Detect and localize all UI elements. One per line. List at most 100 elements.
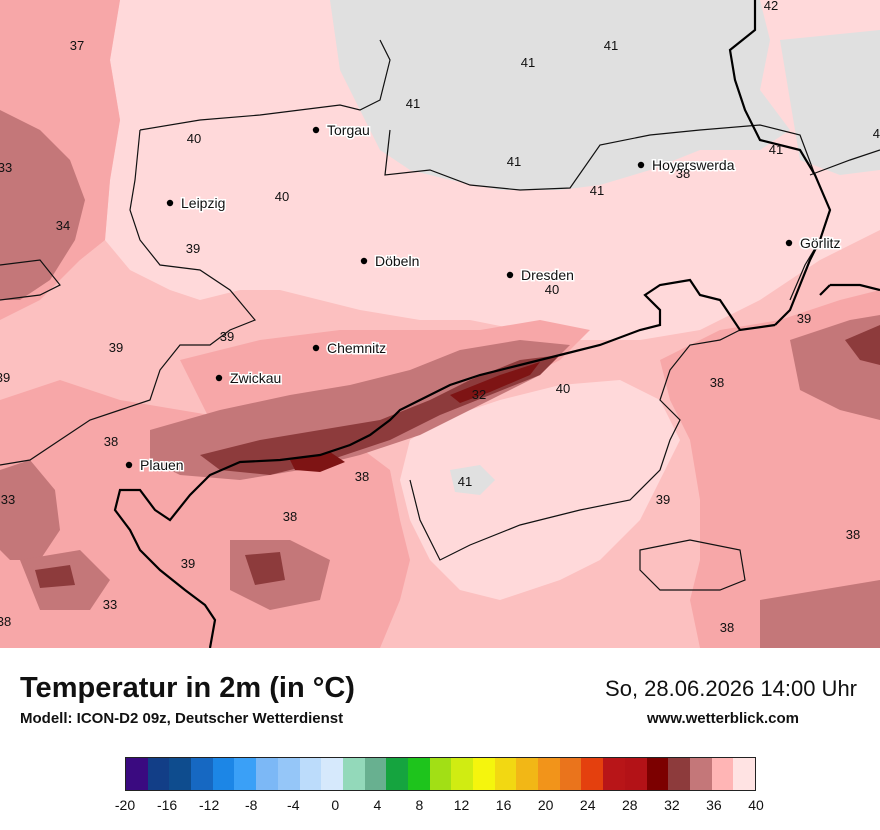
temperature-value: 41: [458, 474, 472, 489]
temperature-value: 42: [764, 0, 778, 13]
temperature-value: 38: [676, 166, 690, 181]
zone-34-south: [245, 552, 285, 585]
legend-tick-label: 36: [706, 797, 722, 813]
legend-swatch: [494, 758, 517, 790]
footer: Temperatur in 2m (in °C) Modell: ICON-D2…: [0, 648, 880, 830]
city-dot: [215, 374, 223, 382]
legend-tick-label: -4: [287, 797, 300, 813]
legend-tick-label: 20: [537, 797, 554, 813]
temperature-value: 40: [556, 381, 570, 396]
legend-swatch: [473, 758, 495, 790]
legend-swatch: [689, 758, 712, 790]
forecast-datetime: So, 28.06.2026 14:00 Uhr: [605, 676, 857, 701]
legend-swatch: [559, 758, 582, 790]
temperature-value: 38: [846, 527, 860, 542]
city-dot: [312, 344, 320, 352]
legend-swatch: [364, 758, 387, 790]
city-dot: [360, 257, 368, 265]
city-dot: [312, 126, 320, 134]
legend-swatch: [538, 758, 560, 790]
zone-36-southeast: [760, 580, 880, 648]
zone-41-spot: [450, 465, 495, 495]
city-label: Leipzig: [181, 195, 225, 211]
temperature-value: 38: [0, 614, 11, 629]
legend-tick-label: 28: [622, 797, 638, 813]
legend-swatch: [711, 758, 734, 790]
temperature-value: 41: [604, 38, 618, 53]
temperature-value: 33: [1, 492, 15, 507]
temperature-value: 39: [656, 492, 670, 507]
legend-swatch: [342, 758, 365, 790]
legend-swatch: [429, 758, 452, 790]
legend-swatch: [733, 758, 755, 790]
legend-swatch: [321, 758, 343, 790]
legend-swatch: [646, 758, 669, 790]
temperature-value: 39: [0, 370, 10, 385]
temperature-value: 41: [406, 96, 420, 111]
temperature-value: 40: [545, 282, 559, 297]
temperature-value: 41: [873, 126, 880, 141]
legend-swatch: [516, 758, 539, 790]
city-dot: [637, 161, 645, 169]
city-label: Döbeln: [375, 253, 419, 269]
temperature-value: 34: [56, 218, 70, 233]
legend-swatch: [234, 758, 257, 790]
temperature-value: 41: [769, 142, 783, 157]
legend-swatch: [169, 758, 192, 790]
model-info: Modell: ICON-D2 09z, Deutscher Wetterdie…: [20, 710, 344, 727]
legend-tick-label: 40: [748, 797, 764, 813]
temperature-value: 38: [104, 434, 118, 449]
temperature-value: 39: [220, 329, 234, 344]
legend-swatch: [581, 758, 604, 790]
legend-swatch: [147, 758, 170, 790]
zone-32-ridge-east: [450, 362, 540, 403]
temperature-value: 40: [187, 131, 201, 146]
legend-swatch: [624, 758, 647, 790]
temperature-value: 37: [70, 38, 84, 53]
legend-tick-label: -16: [156, 797, 178, 813]
legend-swatch: [299, 758, 322, 790]
country-border: [113, 0, 880, 648]
city-dot: [166, 199, 174, 207]
legend-tick-label: 16: [495, 797, 512, 813]
legend-colorbar: [125, 757, 756, 791]
city-label: Hoyerswerda: [652, 157, 735, 173]
legend-tick-label: 32: [664, 797, 680, 813]
city-label: Plauen: [140, 457, 184, 473]
legend-swatch: [386, 758, 408, 790]
zone-41-north: [330, 0, 790, 190]
temperature-value: 32: [472, 387, 486, 402]
city-markers: Torgau Hoyerswerda Leipzig Görlitz Döbeln Dre…: [125, 121, 842, 475]
legend-swatch: [603, 758, 625, 790]
zone-34-sw: [35, 565, 75, 588]
zone-32-ridge: [290, 452, 345, 472]
legend-tick-label: 24: [579, 797, 596, 813]
city-dot: [506, 271, 514, 279]
city-label: Dresden: [521, 267, 574, 283]
city-label: Torgau: [327, 122, 370, 138]
temperature-value: 33: [103, 597, 117, 612]
legend-tick-label: 12: [453, 797, 470, 813]
zone-34-ridge: [200, 355, 560, 475]
zone-36-west-lower: [0, 460, 60, 560]
zone-41-east: [780, 30, 880, 175]
temperature-value: 41: [590, 183, 604, 198]
temperature-value: 41: [521, 55, 535, 70]
city-label: Zwickau: [230, 370, 281, 386]
map-title: Temperatur in 2m (in °C): [20, 672, 355, 704]
temperature-value: 39: [109, 340, 123, 355]
temperature-value: 38: [710, 375, 724, 390]
legend-tick-label: -20: [114, 797, 136, 813]
temperature-value: 39: [797, 311, 811, 326]
legend-tick-label: 8: [415, 797, 424, 813]
color-legend: -20 -16 -12 -8 -4 0 4 8 12 16 20 24 28 32 36 40: [115, 757, 764, 813]
legend-tick-label: 0: [331, 797, 340, 813]
website-link[interactable]: www.wetterblick.com: [647, 710, 799, 727]
temperature-map[interactable]: Torgau Hoyerswerda Leipzig Görlitz Döbeln Dre…: [0, 0, 880, 648]
legend-swatch: [277, 758, 300, 790]
legend-swatch: [126, 758, 148, 790]
temperature-value: 38: [720, 620, 734, 635]
zone-36-west: [0, 110, 85, 300]
temperature-value: 38: [283, 509, 297, 524]
zone-34-east: [845, 325, 880, 365]
